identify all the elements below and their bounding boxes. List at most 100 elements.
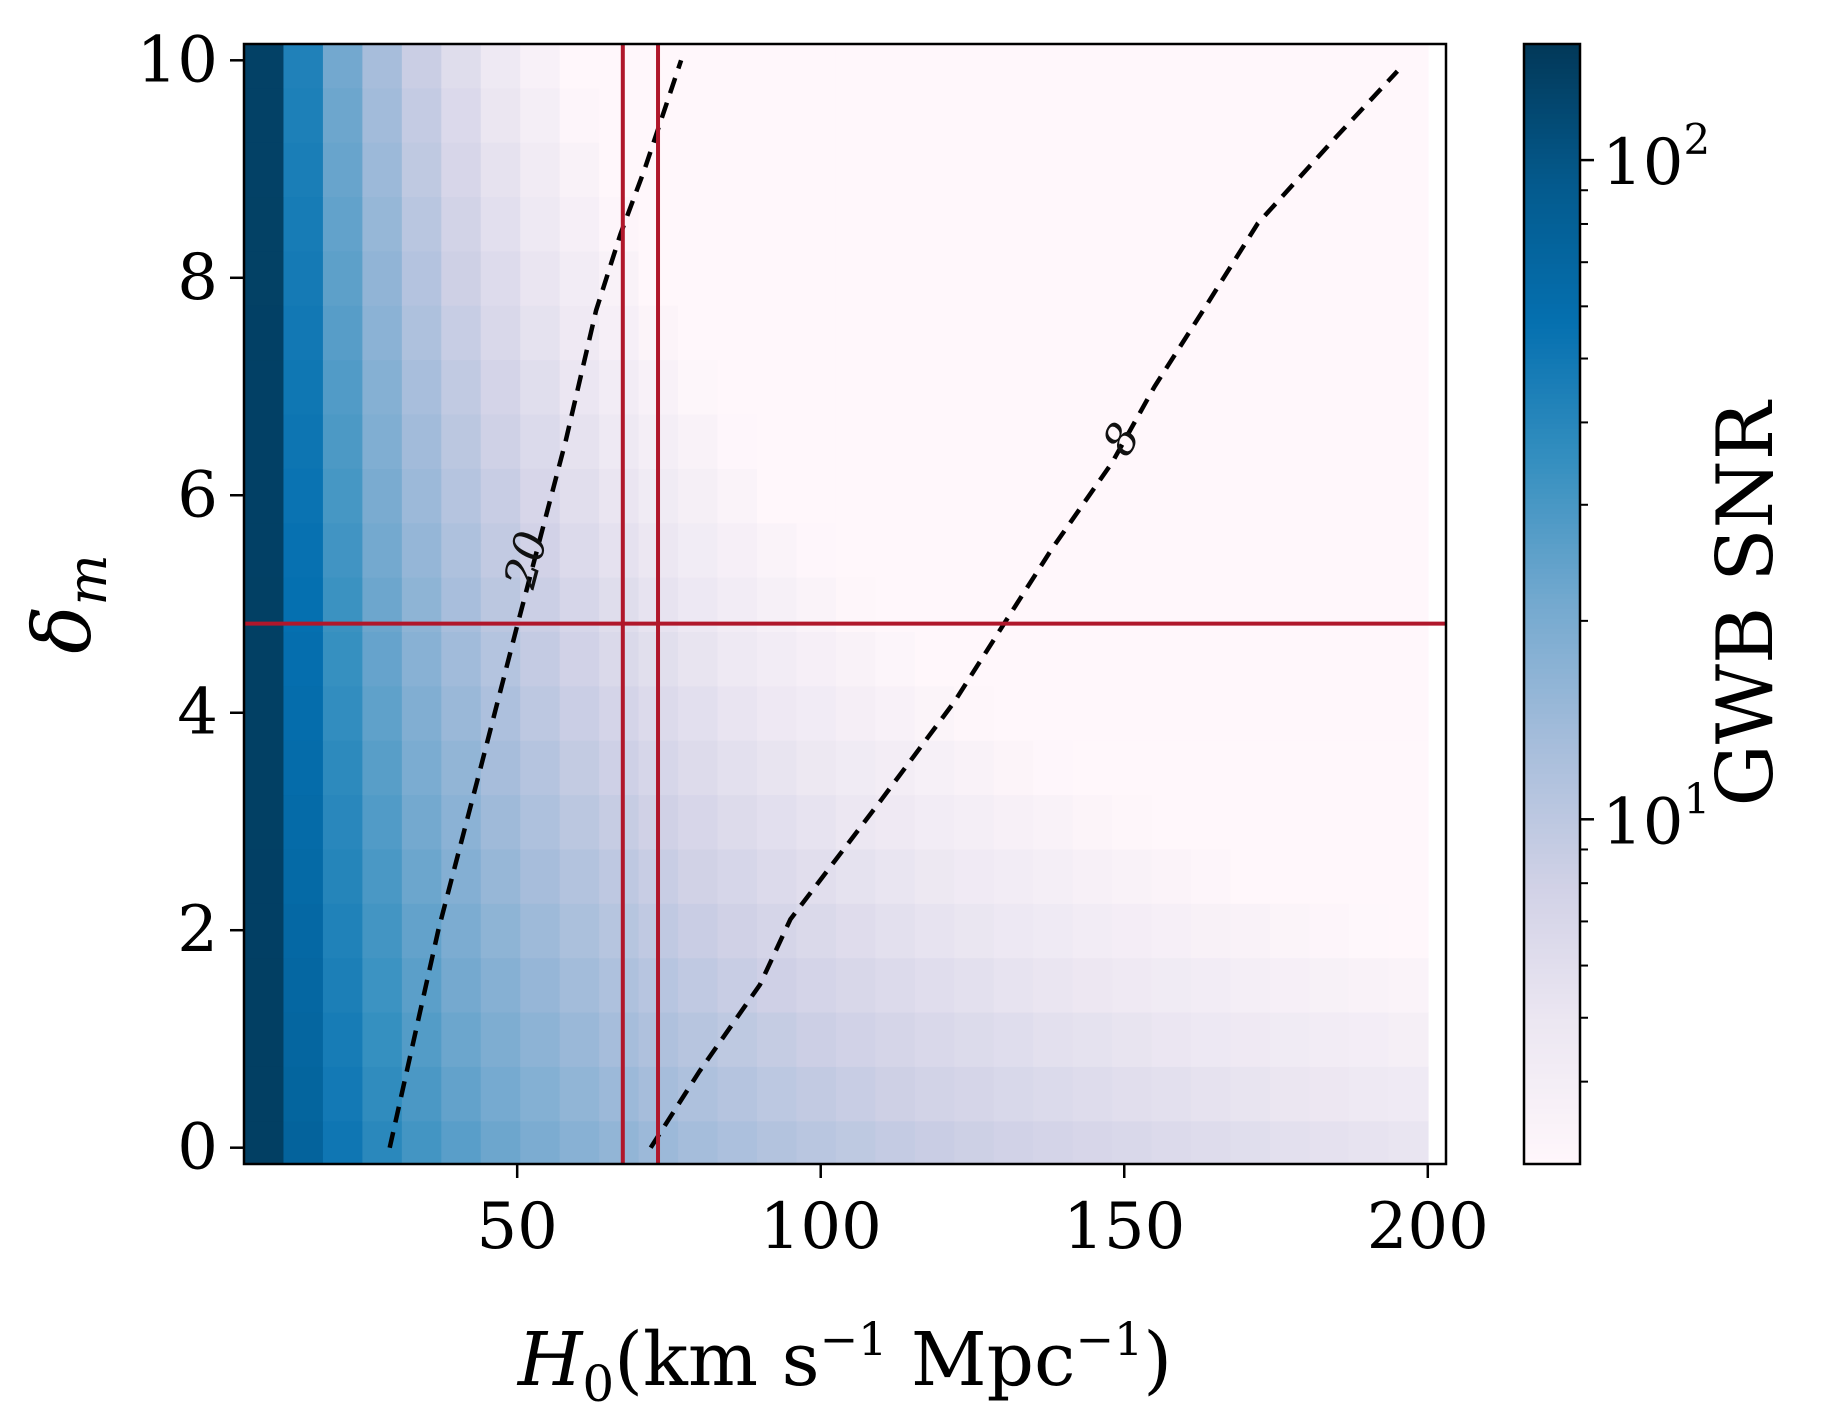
colorbar-swatch	[1524, 724, 1580, 730]
heatmap-cell	[244, 44, 285, 89]
heatmap-cell	[1269, 522, 1311, 578]
colorbar-swatch	[1524, 344, 1580, 350]
colorbar-swatch	[1524, 629, 1580, 635]
heatmap-cell	[1072, 848, 1113, 904]
heatmap-cell	[756, 468, 798, 524]
heatmap-cell	[1033, 1011, 1074, 1067]
colorbar-swatch	[1524, 459, 1580, 465]
x-tick-label: 150	[1063, 1190, 1185, 1264]
heatmap-cell	[678, 957, 719, 1013]
heatmap-cell	[1309, 794, 1350, 850]
colorbar-swatch	[1524, 749, 1580, 755]
heatmap-cell	[244, 1120, 285, 1164]
heatmap-cell	[322, 141, 364, 198]
heatmap-cell	[1112, 794, 1153, 850]
heatmap-cell	[756, 1066, 798, 1122]
heatmap-cell	[1191, 1066, 1232, 1122]
heatmap-cell	[954, 196, 995, 252]
heatmap-cell	[1033, 685, 1074, 741]
heatmap-cell	[1033, 87, 1074, 143]
colorbar-swatch	[1524, 1129, 1580, 1135]
x-axis-label-exponent-2: −1	[1075, 1312, 1143, 1366]
heatmap-cell	[1112, 522, 1153, 578]
heatmap-cell	[401, 44, 443, 89]
heatmap-cell	[1388, 304, 1429, 361]
heatmap-cell	[678, 1120, 719, 1164]
heatmap-cell	[322, 685, 364, 741]
colorbar-swatch	[1524, 1004, 1580, 1010]
heatmap-cell	[717, 685, 758, 741]
heatmap-cell	[244, 87, 285, 143]
colorbar-swatch	[1524, 364, 1580, 370]
colorbar-swatch	[1524, 494, 1580, 500]
heatmap-cell	[1033, 1120, 1074, 1164]
heatmap-cell	[1388, 685, 1429, 741]
heatmap-cell	[559, 957, 600, 1013]
heatmap-cell	[1033, 468, 1074, 524]
heatmap-cell	[1309, 739, 1350, 796]
heatmap-cell	[559, 141, 600, 198]
heatmap-cell	[954, 413, 995, 469]
heatmap-cell	[756, 685, 798, 741]
heatmap-cell	[244, 304, 285, 361]
heatmap-cell	[1309, 468, 1350, 524]
colorbar-gradient	[1524, 44, 1580, 1165]
y-tick-label: 6	[177, 458, 218, 532]
heatmap-cell	[520, 957, 561, 1013]
colorbar-swatch	[1524, 584, 1580, 590]
heatmap-cell	[1112, 1066, 1153, 1122]
colorbar-swatch	[1524, 269, 1580, 275]
heatmap-cell	[796, 631, 837, 687]
heatmap-cell	[1072, 1066, 1113, 1122]
colorbar-swatch	[1524, 984, 1580, 990]
heatmap-cell	[1191, 739, 1232, 796]
heatmap-cell	[756, 739, 798, 796]
colorbar-swatch	[1524, 189, 1580, 195]
heatmap-cell	[599, 848, 640, 904]
colorbar-swatch	[1524, 304, 1580, 310]
colorbar-swatch	[1524, 914, 1580, 920]
heatmap-cell	[756, 794, 798, 850]
colorbar-swatch	[1524, 619, 1580, 625]
heatmap-cell	[520, 141, 561, 198]
heatmap-cell	[954, 957, 995, 1013]
heatmap-cell	[1309, 250, 1350, 306]
heatmap-cell	[717, 250, 758, 306]
colorbar-swatch	[1524, 919, 1580, 925]
heatmap-cell	[954, 903, 995, 959]
heatmap-cell	[441, 848, 482, 904]
colorbar-swatch	[1524, 899, 1580, 905]
heatmap-cell	[559, 685, 600, 741]
heatmap-cell	[914, 250, 956, 306]
heatmap-cell	[678, 739, 719, 796]
heatmap-cell	[1388, 87, 1429, 143]
colorbar-swatch	[1524, 1074, 1580, 1080]
heatmap-cell	[244, 848, 285, 904]
colorbar-swatch	[1524, 789, 1580, 795]
colorbar-swatch	[1524, 869, 1580, 875]
heatmap-cell	[283, 413, 324, 469]
heatmap-cell	[441, 1011, 482, 1067]
heatmap-cell	[283, 44, 324, 89]
x-axis-label-units-2: Mpc	[887, 1317, 1075, 1403]
heatmap-cell	[1388, 522, 1429, 578]
heatmap-cell	[914, 141, 956, 198]
heatmap-cell	[599, 1120, 640, 1164]
colorbar-swatch	[1524, 469, 1580, 475]
heatmap-cell	[520, 196, 561, 252]
colorbar-swatch	[1524, 974, 1580, 980]
heatmap-cell	[1191, 1011, 1232, 1067]
heatmap-cell	[362, 413, 403, 469]
heatmap-cell	[559, 1120, 600, 1164]
heatmap-cell	[1309, 359, 1350, 415]
heatmap-cell	[1151, 304, 1192, 361]
heatmap-cell	[520, 794, 561, 850]
colorbar-swatch	[1524, 244, 1580, 250]
colorbar-swatch	[1524, 69, 1580, 75]
heatmap-cell	[756, 1011, 798, 1067]
colorbar-swatch	[1524, 609, 1580, 615]
heatmap-cell	[480, 304, 522, 361]
heatmap-cell	[835, 903, 877, 959]
heatmap-cell	[875, 196, 916, 252]
heatmap-cell	[1151, 141, 1192, 198]
